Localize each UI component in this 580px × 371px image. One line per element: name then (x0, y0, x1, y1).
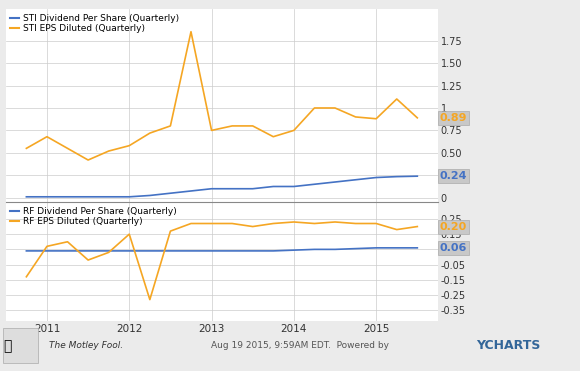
Text: 0.06: 0.06 (440, 243, 467, 253)
Legend: RF Dividend Per Share (Quarterly), RF EPS Diluted (Quarterly): RF Dividend Per Share (Quarterly), RF EP… (9, 205, 179, 228)
Text: 🤡: 🤡 (3, 339, 11, 353)
Legend: STI Dividend Per Share (Quarterly), STI EPS Diluted (Quarterly): STI Dividend Per Share (Quarterly), STI … (9, 12, 181, 35)
Text: 0.89: 0.89 (440, 113, 467, 123)
FancyBboxPatch shape (3, 328, 38, 364)
Text: The Motley Fool.: The Motley Fool. (49, 341, 124, 351)
Text: Aug 19 2015, 9:59AM EDT.  Powered by: Aug 19 2015, 9:59AM EDT. Powered by (211, 341, 392, 351)
Text: 0.20: 0.20 (440, 221, 467, 232)
Text: YCHARTS: YCHARTS (476, 339, 540, 352)
Text: 0.24: 0.24 (440, 171, 467, 181)
